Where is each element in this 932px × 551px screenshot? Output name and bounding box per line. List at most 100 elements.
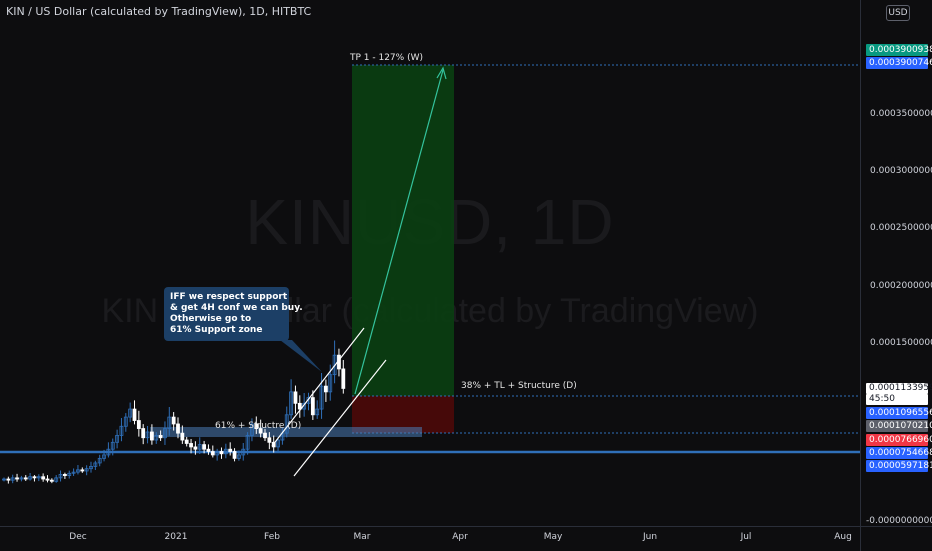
axis-corner xyxy=(860,526,932,551)
candle-body xyxy=(23,477,28,480)
time-tick: Feb xyxy=(264,532,280,542)
candle-body xyxy=(6,478,11,481)
candle-body xyxy=(145,431,150,439)
projection-arrow xyxy=(354,69,444,395)
candle-body xyxy=(63,474,67,476)
price-tick: 0.00025000000 xyxy=(870,223,932,233)
chart-drawing[interactable] xyxy=(0,0,860,526)
candle-body xyxy=(245,435,250,450)
candle-body xyxy=(110,441,115,450)
candle-body xyxy=(76,469,80,473)
candle-body xyxy=(28,476,33,480)
candle-body xyxy=(341,368,346,389)
channel-line-upper xyxy=(271,327,365,447)
candle-body xyxy=(123,416,128,427)
candle-body xyxy=(310,397,315,416)
candle-body xyxy=(193,446,198,450)
candle-body xyxy=(184,439,189,444)
candle-body xyxy=(119,425,124,436)
candle-body xyxy=(54,477,59,482)
candle-body xyxy=(58,474,63,479)
candle-body xyxy=(228,448,233,452)
candle-body xyxy=(41,476,46,480)
candle-body xyxy=(189,443,193,448)
level-b-price-label: 0.00005971814 xyxy=(866,460,932,472)
chart-title: KIN / US Dollar (calculated by TradingVi… xyxy=(6,5,312,18)
target-zone xyxy=(352,65,454,396)
callout-pointer xyxy=(280,340,322,372)
candle-body xyxy=(115,435,119,443)
candle-body xyxy=(223,448,228,455)
bar-countdown-label: 45:50 xyxy=(866,394,928,405)
candle-body xyxy=(19,477,24,480)
candle-body xyxy=(10,477,15,481)
candle-body xyxy=(176,423,180,434)
tp-label: TP 1 - 127% (W) xyxy=(350,53,423,63)
candle-body xyxy=(167,416,172,429)
chart-pane[interactable]: KINUSD, 1D KIN / US Dollar (calculated b… xyxy=(0,0,860,526)
candle-body xyxy=(206,448,211,452)
stop-price-label: 0.00007669603 xyxy=(866,434,932,446)
candle-body xyxy=(328,374,333,393)
support-zone-band xyxy=(150,427,422,437)
candle-body xyxy=(67,472,72,476)
fib-38-label: 38% + TL + Structure (D) xyxy=(461,381,577,391)
candle-body xyxy=(80,469,85,472)
price-tick: 0.00035000000 xyxy=(870,109,932,119)
candle-body xyxy=(215,451,220,456)
candle-body xyxy=(319,385,324,410)
candle-body xyxy=(202,444,207,450)
tp-price-label: 0.00039007463 xyxy=(866,57,932,69)
entry-price-label: 0.00010965565 xyxy=(866,407,932,419)
candle-body xyxy=(128,408,133,418)
candle-body xyxy=(136,420,141,429)
candle-body xyxy=(197,444,202,450)
time-tick: Dec xyxy=(69,532,87,542)
candle-body xyxy=(276,439,280,448)
candle-body xyxy=(297,402,302,410)
candle-body xyxy=(323,385,328,393)
projection-arrowhead xyxy=(436,66,447,80)
time-axis[interactable] xyxy=(0,526,860,551)
candle-body xyxy=(84,468,89,472)
candle-body xyxy=(171,416,176,425)
price-tick: 0.00030000000 xyxy=(870,166,932,176)
candle-body xyxy=(106,448,111,456)
candle-body xyxy=(254,423,259,429)
candle-body xyxy=(236,454,241,459)
candle-body xyxy=(93,462,98,467)
time-tick: Aug xyxy=(834,532,852,542)
time-tick: Apr xyxy=(452,532,468,542)
candle-body xyxy=(258,428,263,434)
time-tick: Jun xyxy=(642,532,658,542)
price-tick: 0.00015000000 xyxy=(870,338,932,348)
level-a-price-label: 0.00010702105 xyxy=(866,420,932,432)
candle-body xyxy=(232,451,237,459)
candle-body xyxy=(97,457,102,464)
candle-body xyxy=(263,432,267,439)
candle-body xyxy=(315,408,320,416)
price-tick: 0.00020000000 xyxy=(870,281,932,291)
candle-body xyxy=(89,465,93,470)
candle-body xyxy=(241,448,246,456)
candle-body xyxy=(332,354,337,376)
price-tick: -0.00000000000 xyxy=(866,516,932,526)
current-price-label: 0.00011339599 xyxy=(866,383,932,394)
candle-body xyxy=(210,451,215,456)
currency-button[interactable]: USD xyxy=(886,5,910,21)
candle-body xyxy=(32,476,37,479)
channel-line-lower xyxy=(293,359,387,477)
candle-body xyxy=(293,391,298,404)
candle-body xyxy=(2,478,6,481)
candle-body xyxy=(15,477,19,480)
candle-body xyxy=(71,471,76,474)
candle-body xyxy=(154,435,159,441)
callout-note[interactable]: IFF we respect support & get 4H conf we … xyxy=(164,287,303,341)
candle-body xyxy=(180,432,185,441)
candle-body xyxy=(102,454,106,459)
stop-zone xyxy=(352,396,454,433)
tp-high-price-label: 0.00039009386 xyxy=(866,44,932,56)
candle-body xyxy=(284,414,289,434)
candle-body xyxy=(141,428,146,439)
